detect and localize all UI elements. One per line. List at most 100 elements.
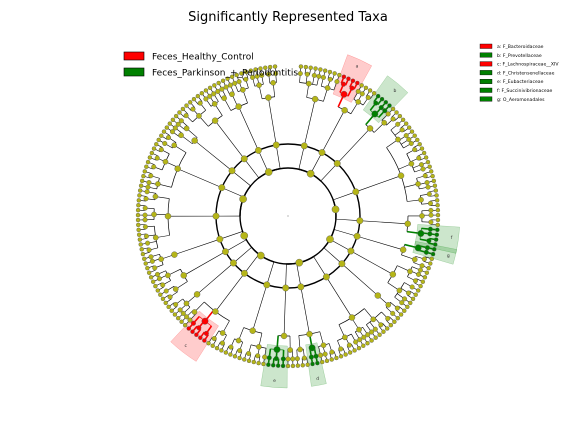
tree-arc bbox=[386, 147, 408, 202]
taxon-node bbox=[280, 363, 286, 369]
taxon-node bbox=[187, 100, 193, 105]
taxon-node bbox=[263, 281, 271, 289]
taxon-node bbox=[348, 314, 356, 321]
taxon-node bbox=[409, 284, 415, 290]
taxon-node bbox=[333, 160, 341, 167]
legend-swatch-healthy bbox=[123, 51, 145, 61]
taxon-node bbox=[139, 178, 145, 184]
tree-edge bbox=[303, 99, 316, 146]
taxon-node bbox=[418, 197, 424, 203]
taxon-node bbox=[359, 83, 364, 88]
taxon-node bbox=[148, 275, 154, 280]
tree-edge bbox=[238, 106, 259, 151]
taxon-node bbox=[320, 74, 326, 80]
taxon-node bbox=[322, 351, 328, 357]
taxon-node bbox=[435, 203, 440, 208]
taxon-node bbox=[177, 307, 183, 313]
taxon-node bbox=[246, 350, 252, 356]
taxon-node bbox=[341, 107, 348, 114]
taxon-node bbox=[195, 93, 201, 99]
taxon-node bbox=[218, 184, 226, 192]
taxon-node bbox=[400, 117, 406, 123]
taxon-node bbox=[427, 226, 433, 232]
taxon-node bbox=[303, 64, 309, 70]
taxon-node bbox=[406, 125, 412, 130]
taxon-node bbox=[190, 329, 195, 334]
taxon-node bbox=[165, 135, 171, 141]
taxon-node bbox=[347, 247, 355, 255]
taxon-node bbox=[219, 348, 224, 353]
taxon-node bbox=[203, 330, 209, 336]
taxon-node bbox=[227, 82, 233, 88]
taxon-node bbox=[170, 117, 176, 123]
key-swatch-f bbox=[479, 87, 493, 93]
taxon-node bbox=[404, 121, 409, 126]
taxon-node bbox=[426, 238, 432, 244]
taxon-node bbox=[256, 82, 262, 88]
taxon-node bbox=[430, 173, 435, 179]
taxon-node bbox=[419, 213, 425, 219]
taxon-node bbox=[167, 294, 173, 300]
tree-edge bbox=[194, 140, 233, 171]
taxon-node bbox=[183, 113, 189, 119]
taxon-node bbox=[374, 292, 382, 299]
taxon-node bbox=[282, 284, 290, 292]
tree-edge bbox=[275, 144, 281, 169]
taxon-node bbox=[301, 355, 307, 361]
taxon-node bbox=[311, 95, 319, 103]
taxon-node bbox=[183, 125, 190, 132]
clade-node-a bbox=[340, 90, 348, 98]
taxon-node bbox=[177, 110, 182, 115]
taxon-node bbox=[241, 269, 248, 277]
clade-highlight-a bbox=[332, 54, 373, 103]
taxon-node bbox=[155, 181, 161, 187]
taxon-node bbox=[421, 256, 427, 262]
taxon-node bbox=[237, 348, 243, 354]
taxon-node bbox=[429, 256, 434, 262]
tree-edge bbox=[215, 273, 245, 312]
taxon-node bbox=[146, 270, 152, 275]
taxon-node bbox=[338, 346, 344, 352]
taxon-node bbox=[253, 67, 258, 72]
taxon-node bbox=[214, 345, 220, 351]
taxon-node bbox=[267, 64, 273, 70]
clade-letters: a b f g d e c bbox=[185, 65, 453, 384]
taxon-node bbox=[369, 338, 374, 343]
taxon-node bbox=[158, 292, 163, 297]
taxon-node bbox=[153, 283, 158, 289]
taxon-node bbox=[313, 66, 318, 71]
taxon-node bbox=[349, 85, 355, 91]
taxon-node bbox=[285, 363, 291, 369]
taxon-node bbox=[415, 181, 421, 187]
taxon-node bbox=[417, 142, 422, 147]
taxon-node bbox=[435, 207, 441, 213]
taxon-node bbox=[315, 360, 320, 366]
taxon-node bbox=[405, 290, 411, 296]
taxon-node bbox=[326, 235, 334, 244]
taxon-node bbox=[212, 308, 219, 315]
taxon-node bbox=[310, 361, 315, 367]
taxon-node bbox=[234, 72, 239, 78]
tree-edge bbox=[341, 263, 379, 296]
taxon-node bbox=[409, 129, 415, 134]
taxon-node bbox=[180, 272, 187, 279]
tree-edge bbox=[244, 158, 260, 179]
key-swatch-d bbox=[479, 70, 493, 76]
taxon-node bbox=[248, 68, 254, 73]
taxon-node bbox=[425, 184, 431, 190]
taxon-node bbox=[429, 169, 434, 174]
taxon-node bbox=[242, 357, 247, 362]
taxon-node bbox=[353, 339, 359, 345]
taxon-node bbox=[392, 319, 397, 324]
taxon-node bbox=[365, 95, 371, 101]
taxon-node bbox=[250, 74, 256, 80]
taxon-node bbox=[152, 234, 159, 241]
taxon-node bbox=[266, 355, 272, 361]
taxon-node bbox=[428, 212, 434, 218]
taxon-node bbox=[402, 308, 407, 313]
taxon-node bbox=[191, 137, 198, 144]
taxon-node bbox=[135, 212, 141, 218]
clade-node-f bbox=[417, 230, 425, 237]
taxon-node bbox=[390, 116, 396, 122]
taxon-node bbox=[422, 275, 428, 280]
